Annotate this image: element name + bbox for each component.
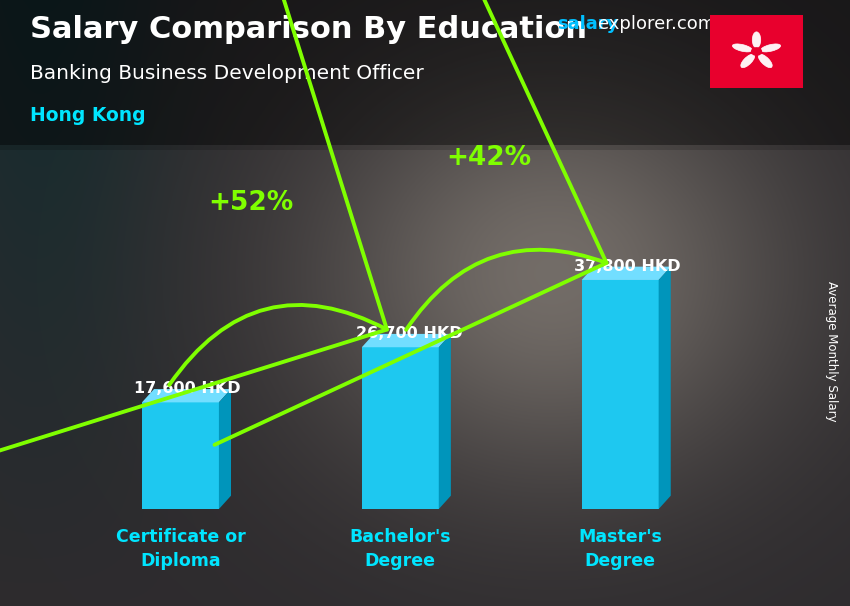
Ellipse shape	[761, 44, 780, 52]
Bar	[362, 347, 439, 509]
Polygon shape	[142, 389, 231, 402]
Text: explorer.com: explorer.com	[598, 15, 715, 33]
Text: +52%: +52%	[208, 190, 293, 216]
Circle shape	[751, 47, 762, 56]
Text: Salary Comparison By Education: Salary Comparison By Education	[30, 15, 586, 44]
Ellipse shape	[740, 54, 755, 68]
Polygon shape	[219, 389, 231, 509]
Text: salary: salary	[557, 15, 618, 33]
Polygon shape	[659, 267, 671, 509]
Bar	[142, 402, 219, 509]
Text: Average Monthly Salary: Average Monthly Salary	[824, 281, 838, 422]
Ellipse shape	[758, 54, 773, 68]
Text: +42%: +42%	[446, 145, 531, 170]
Ellipse shape	[733, 44, 752, 52]
Text: Banking Business Development Officer: Banking Business Development Officer	[30, 64, 423, 82]
Polygon shape	[439, 334, 451, 509]
Text: 26,700 HKD: 26,700 HKD	[356, 326, 463, 341]
Polygon shape	[581, 267, 671, 280]
Text: 17,600 HKD: 17,600 HKD	[134, 381, 241, 396]
Text: Hong Kong: Hong Kong	[30, 106, 145, 125]
Text: 37,800 HKD: 37,800 HKD	[574, 259, 681, 274]
Ellipse shape	[752, 32, 761, 48]
Polygon shape	[362, 334, 450, 347]
Bar	[581, 280, 659, 509]
